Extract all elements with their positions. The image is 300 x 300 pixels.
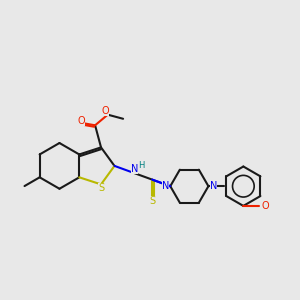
Text: S: S — [149, 196, 155, 206]
Text: N: N — [130, 164, 138, 174]
Text: N: N — [161, 181, 169, 191]
Text: S: S — [98, 183, 104, 193]
Text: O: O — [77, 116, 85, 127]
Text: N: N — [210, 181, 217, 191]
Text: O: O — [102, 106, 109, 116]
Text: O: O — [261, 201, 269, 211]
Text: H: H — [138, 161, 144, 170]
